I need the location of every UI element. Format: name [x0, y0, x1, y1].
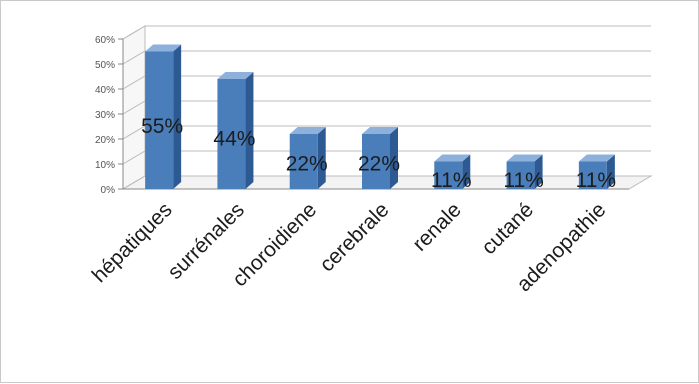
bar-side [390, 127, 398, 189]
bar-side [462, 154, 471, 189]
bar-front [578, 161, 607, 189]
gridline [122, 150, 651, 165]
bar-side [173, 44, 182, 189]
bar-front [506, 161, 535, 189]
bar-front [289, 134, 318, 189]
category-label: hépatiques [88, 198, 177, 287]
data-label: 22% [286, 152, 328, 175]
bar-1 [145, 44, 182, 189]
data-label: 55% [141, 115, 183, 138]
bar-5 [434, 154, 471, 189]
bar-front [145, 51, 174, 189]
gridline [122, 50, 651, 65]
data-label: 11% [431, 169, 471, 192]
y-tick-label: 0% [101, 185, 116, 196]
y-tick-label: 60% [95, 35, 115, 46]
gridline [122, 175, 651, 190]
category-label: renale [408, 198, 466, 256]
bar-7 [578, 154, 615, 189]
y-tick-label: 40% [95, 85, 115, 96]
bar-top [434, 154, 471, 162]
bar-side [317, 127, 326, 189]
bar-6 [506, 154, 543, 189]
bar-side [245, 72, 254, 189]
bar-top [289, 127, 326, 134]
bar-top [362, 127, 398, 134]
gridline [122, 25, 651, 40]
bar-4 [362, 127, 398, 189]
gridline [122, 125, 651, 140]
bar-front [217, 79, 246, 189]
bar-side [606, 154, 615, 189]
bar-2 [217, 72, 254, 189]
bar-top [217, 72, 254, 79]
bar-top [578, 154, 615, 162]
gridlines [122, 25, 651, 190]
bars [145, 44, 615, 189]
bar-front [362, 134, 390, 189]
data-label: 11% [503, 169, 543, 192]
data-label: 22% [358, 152, 400, 175]
bar-front [434, 161, 463, 189]
gridline [122, 100, 651, 115]
y-tick-label: 10% [95, 160, 115, 171]
data-label: 11% [576, 169, 616, 192]
bar-3 [289, 127, 326, 189]
data-labels: 55% 44% 22% 22% 11% 11% 11% [141, 115, 616, 192]
y-tick-label: 20% [95, 135, 115, 146]
bar-top [145, 44, 182, 52]
bar-side [534, 154, 543, 189]
category-labels: hépatiquessurrénaleschoroidienecerebrale… [88, 198, 611, 296]
category-label: cerebrale [315, 198, 393, 276]
y-tick-label: 30% [95, 110, 115, 121]
category-label: cutané [477, 198, 538, 259]
gridline [122, 75, 651, 90]
y-tick-label: 50% [95, 60, 115, 71]
bar-top [506, 154, 543, 162]
data-label: 44% [213, 128, 255, 151]
